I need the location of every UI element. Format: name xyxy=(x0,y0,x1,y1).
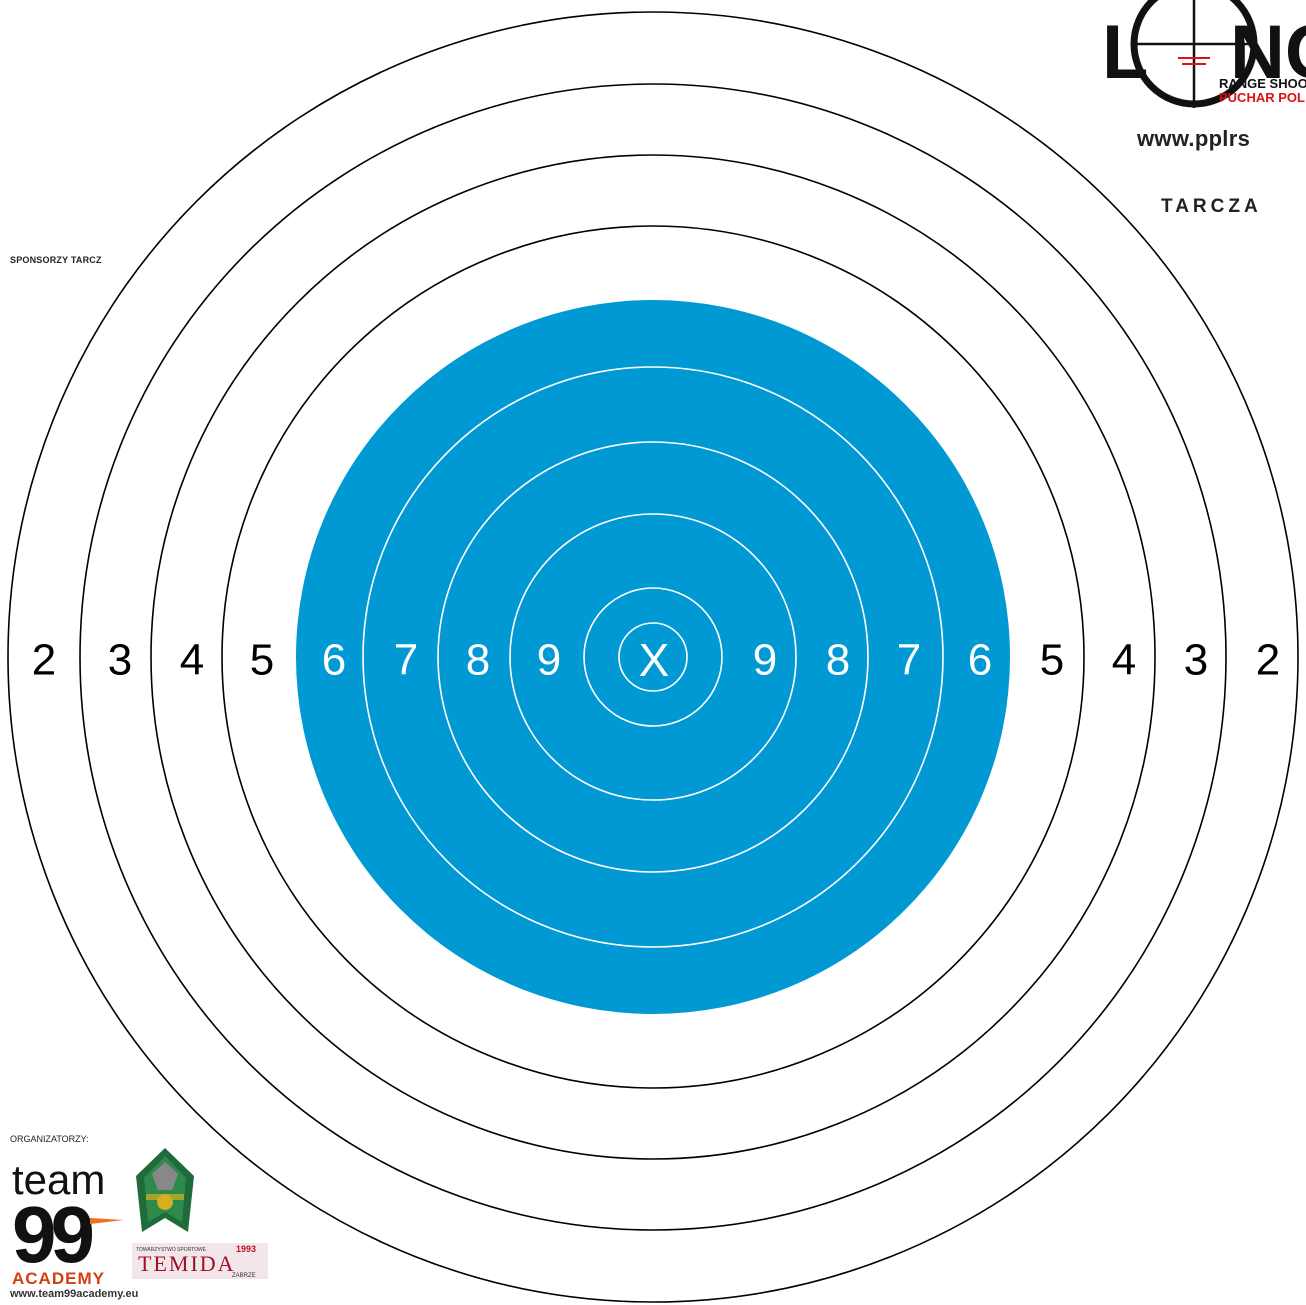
army-badge-logo xyxy=(132,1146,198,1236)
temida-city: ZABRZE xyxy=(232,1273,256,1279)
ring-number: 6 xyxy=(322,636,346,685)
target-title: TARCZA xyxy=(1161,196,1262,217)
ring-4-outer xyxy=(150,154,1156,1160)
ring-number: 7 xyxy=(394,636,418,685)
ring-5-outer xyxy=(221,225,1085,1089)
team99-academy-logo: team 99 ACADEMY xyxy=(12,1156,124,1288)
x-ring xyxy=(618,622,688,692)
ring-number: 2 xyxy=(1256,636,1280,685)
temida-zabrze-logo: TOWARZYSTWO SPORTOWE 1993 TEMIDA ZABRZE xyxy=(132,1243,268,1279)
ring-number: 8 xyxy=(826,636,850,685)
ring-number: 9 xyxy=(537,636,561,685)
ring-10-outer xyxy=(583,587,723,727)
ring-number: 2 xyxy=(32,636,56,685)
ring-number: 7 xyxy=(897,636,921,685)
ring-number: 5 xyxy=(1040,636,1064,685)
ring-number: 9 xyxy=(753,636,777,685)
team99-academy-word: ACADEMY xyxy=(12,1269,105,1286)
ring-7-outer xyxy=(362,366,944,948)
center-x-label: X xyxy=(639,634,670,686)
logo-line1: RANGE SHOOT xyxy=(1219,76,1306,91)
long-range-logo: L NG RANGE SHOOT PUCHAR POL xyxy=(1100,0,1306,120)
ring-number: 6 xyxy=(968,636,992,685)
ring-8-outer xyxy=(437,441,869,873)
svg-text:NG: NG xyxy=(1230,10,1306,95)
ring-number: 4 xyxy=(180,636,204,685)
bull-disc xyxy=(296,300,1010,1014)
organizers-label: ORGANIZATORZY: xyxy=(10,1134,89,1144)
sponsors-label: SPONSORZY TARCZ xyxy=(10,255,102,265)
ring-number: 8 xyxy=(466,636,490,685)
team99-number: 99 xyxy=(12,1190,92,1279)
ring-number: 3 xyxy=(108,636,132,685)
outer-rings xyxy=(7,11,1299,1303)
website-url: www.pplrs xyxy=(1137,126,1251,151)
team99-url: www.team99academy.eu xyxy=(10,1288,139,1300)
team99-word: team xyxy=(12,1158,105,1203)
ring-number: 3 xyxy=(1184,636,1208,685)
ring-2-outer xyxy=(7,11,1299,1303)
left-numbers: 2 3 4 5 6 7 8 9 xyxy=(32,636,561,685)
inner-rings xyxy=(362,366,944,948)
temida-small-text: TOWARZYSTWO SPORTOWE xyxy=(136,1247,207,1253)
temida-name: TEMIDA xyxy=(138,1251,236,1276)
ring-3-outer xyxy=(79,83,1227,1231)
logo-line2: PUCHAR POL xyxy=(1219,90,1305,105)
ring-number: 5 xyxy=(250,636,274,685)
ring-number: 4 xyxy=(1112,636,1136,685)
ring-9-outer xyxy=(509,513,797,801)
temida-year: 1993 xyxy=(236,1244,256,1254)
right-numbers: 9 8 7 6 5 4 3 2 xyxy=(753,636,1280,685)
